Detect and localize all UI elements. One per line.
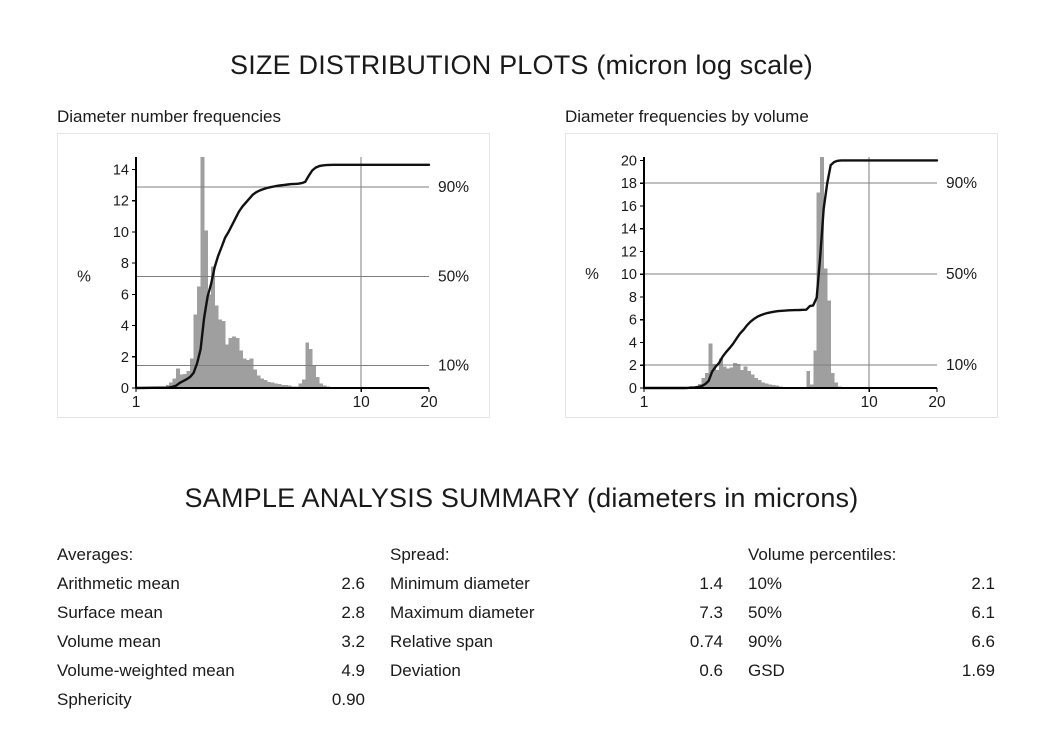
svg-text:2: 2 (121, 350, 129, 366)
svg-text:20: 20 (928, 394, 946, 411)
summary-column-header: Spread: (390, 545, 450, 564)
number-frequency-chart-panel: 10% 50% 90% 0 2 4 6 8 10 12 14 1 10 20% (57, 133, 490, 418)
stat-value: 0.90 (331, 690, 365, 709)
volume-frequency-chart: 10% 50% 90% 0 2 4 6 8 10 12 14 16 18 20 1 10 20% (585, 153, 977, 411)
row-minimum-diameter: Minimum diameter 1.4 (390, 569, 723, 598)
stat-value: 3.2 (341, 632, 365, 651)
svg-text:4: 4 (121, 319, 129, 335)
row-maximum-diameter: Maximum diameter 7.3 (390, 598, 723, 627)
svg-text:8: 8 (121, 256, 129, 272)
svg-text:8: 8 (629, 290, 637, 306)
svg-text:%: % (585, 266, 599, 283)
summary-column-volume-percentiles: Volume percentiles: 10% 2.1 50% 6.1 90% … (748, 540, 995, 685)
svg-text:0: 0 (121, 381, 129, 397)
number-frequency-chart: 10% 50% 90% 0 2 4 6 8 10 12 14 1 10 20% (77, 157, 469, 411)
stat-label: Minimum diameter (390, 574, 530, 593)
svg-text:10%: 10% (438, 358, 469, 375)
svg-text:12: 12 (113, 194, 129, 210)
svg-text:1: 1 (132, 394, 141, 411)
stat-label: Sphericity (57, 690, 132, 709)
page-title: SIZE DISTRIBUTION PLOTS (micron log scal… (229, 50, 813, 80)
svg-text:50%: 50% (946, 266, 977, 283)
svg-text:90%: 90% (946, 175, 977, 192)
svg-text:12: 12 (621, 244, 637, 260)
row-percentile-90: 90% 6.6 (748, 627, 995, 656)
row-surface-mean: Surface mean 2.8 (57, 598, 365, 627)
summary-column-spread: Spread: Minimum diameter 1.4 Maximum dia… (390, 540, 723, 685)
svg-text:1: 1 (640, 394, 649, 411)
stat-value: 1.4 (699, 574, 723, 593)
stat-value: 2.1 (971, 574, 995, 593)
svg-text:14: 14 (113, 163, 129, 179)
row-volume-weighted-mean: Volume-weighted mean 4.9 (57, 656, 365, 685)
row-relative-span: Relative span 0.74 (390, 627, 723, 656)
row-percentile-50: 50% 6.1 (748, 598, 995, 627)
svg-text:2: 2 (629, 358, 637, 374)
svg-text:10: 10 (353, 394, 371, 411)
summary-column-header: Volume percentiles: (748, 545, 897, 564)
stat-label: Arithmetic mean (57, 574, 180, 593)
svg-text:20: 20 (621, 153, 637, 169)
svg-text:%: % (77, 268, 91, 285)
stat-label: Volume mean (57, 632, 161, 651)
row-sphericity: Sphericity 0.90 (57, 685, 365, 714)
stat-label: 90% (748, 632, 783, 651)
svg-text:20: 20 (420, 394, 438, 411)
stat-label: GSD (748, 661, 785, 680)
summary-title: SAMPLE ANALYSIS SUMMARY (diameters in mi… (184, 483, 859, 513)
svg-text:6: 6 (629, 313, 637, 329)
row-gsd: GSD 1.69 (748, 656, 995, 685)
svg-text:10: 10 (621, 267, 637, 283)
svg-text:50%: 50% (438, 268, 469, 285)
stat-value: 2.8 (341, 603, 365, 622)
svg-text:10: 10 (113, 225, 129, 241)
chart-title-number-frequencies: Diameter number frequencies (57, 107, 281, 126)
svg-text:90%: 90% (438, 179, 469, 196)
stat-label: Relative span (390, 632, 494, 651)
svg-text:0: 0 (629, 381, 637, 397)
row-volume-mean: Volume mean 3.2 (57, 627, 365, 656)
stat-value: 0.74 (689, 632, 723, 651)
chart-title-volume-frequencies: Diameter frequencies by volume (565, 107, 809, 126)
stat-value: 0.6 (699, 661, 723, 680)
svg-text:18: 18 (621, 176, 637, 192)
summary-column-averages: Averages: Arithmetic mean 2.6 Surface me… (57, 540, 365, 714)
stat-value: 6.6 (971, 632, 995, 651)
row-deviation: Deviation 0.6 (390, 656, 723, 685)
svg-text:4: 4 (629, 336, 637, 352)
stat-value: 7.3 (699, 603, 723, 622)
stat-label: Deviation (390, 661, 461, 680)
stat-label: Volume-weighted mean (57, 661, 235, 680)
svg-text:10%: 10% (946, 357, 977, 374)
stat-label: 50% (748, 603, 783, 622)
stat-label: 10% (748, 574, 783, 593)
svg-text:10: 10 (861, 394, 879, 411)
row-arithmetic-mean: Arithmetic mean 2.6 (57, 569, 365, 598)
stat-label: Surface mean (57, 603, 163, 622)
stat-value: 1.69 (961, 661, 995, 680)
svg-text:16: 16 (621, 199, 637, 215)
stat-value: 4.9 (341, 661, 365, 680)
svg-text:14: 14 (621, 222, 637, 238)
stat-value: 2.6 (341, 574, 365, 593)
summary-column-header: Averages: (57, 545, 134, 564)
row-percentile-10: 10% 2.1 (748, 569, 995, 598)
volume-frequency-chart-panel: 10% 50% 90% 0 2 4 6 8 10 12 14 16 18 20 1 10 20% (565, 133, 998, 418)
stat-value: 6.1 (971, 603, 995, 622)
svg-text:6: 6 (121, 287, 129, 303)
stat-label: Maximum diameter (390, 603, 535, 622)
